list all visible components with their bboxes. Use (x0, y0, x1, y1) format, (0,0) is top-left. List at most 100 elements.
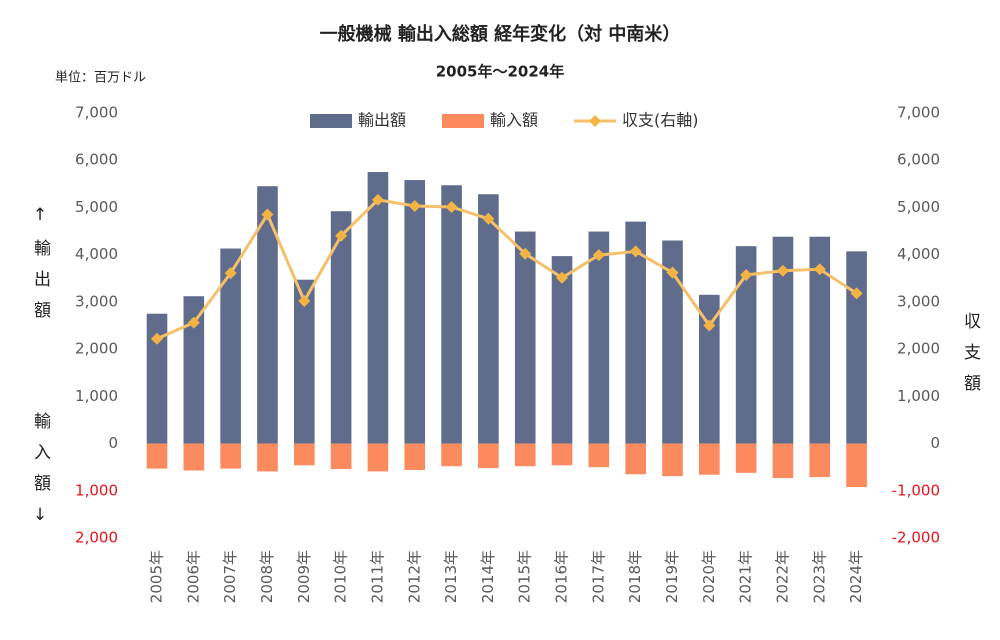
legend-item: 輸出額 (310, 111, 406, 130)
bar (846, 443, 867, 487)
x-tick-label: 2023年 (810, 550, 828, 603)
bar (699, 294, 720, 444)
x-tick-label: 2010年 (332, 550, 350, 603)
legend-label: 輸入額 (490, 111, 538, 130)
bar (735, 246, 757, 444)
bar (330, 211, 352, 444)
bar (846, 251, 867, 444)
x-tick-label: 2021年 (737, 550, 755, 603)
y2-tick-label: 3,000 (897, 292, 940, 310)
y2-tick-label: 6,000 (897, 151, 940, 169)
y2-tick-label: -1,000 (892, 481, 940, 499)
bar (293, 443, 315, 466)
bar (478, 443, 499, 469)
bar (514, 443, 536, 467)
legend-item: 収支(右軸) (574, 111, 699, 130)
x-tick-label: 2018年 (626, 550, 644, 603)
x-tick-label: 2012年 (405, 550, 423, 603)
x-tick-label: 2020年 (700, 550, 718, 603)
marker (813, 263, 826, 276)
y-tick-label: 3,000 (75, 292, 118, 310)
x-tick-label: 2011年 (368, 550, 386, 603)
unit-label: 単位：百万ドル (55, 70, 146, 86)
bar (146, 313, 168, 444)
marker (592, 249, 605, 262)
x-tick-label: 2014年 (479, 550, 497, 603)
bar (662, 443, 683, 477)
legend-marker (589, 115, 602, 127)
bar (220, 443, 241, 469)
x-tick-label: 2013年 (442, 550, 460, 603)
bar (367, 443, 389, 472)
marker (482, 212, 495, 225)
legend-swatch (442, 114, 485, 128)
x-tick-label: 2022年 (773, 550, 791, 603)
bar (257, 443, 278, 472)
bar (441, 443, 462, 467)
legend-swatch (310, 114, 352, 128)
x-tick-label: 2015年 (516, 550, 534, 603)
bar (735, 443, 757, 473)
bar (183, 443, 205, 471)
marker (445, 200, 458, 213)
bar (257, 186, 278, 444)
y2-axis-label: 収支額 (960, 312, 980, 405)
y2-tick-label: 5,000 (897, 198, 940, 216)
x-tick-label: 2008年 (258, 550, 276, 603)
bar (404, 443, 426, 470)
legend-item: 輸入額 (442, 111, 538, 130)
y2-tick-label: 0 (930, 434, 940, 452)
y-tick-label: 0 (108, 434, 118, 452)
bar (588, 443, 610, 468)
bar (404, 180, 426, 444)
legend-label: 輸出額 (358, 111, 406, 130)
marker (151, 332, 164, 345)
bar (551, 443, 573, 466)
bar (330, 443, 352, 470)
marker (519, 247, 532, 260)
bar (293, 279, 315, 444)
chart-title: 一般機械 輸出入総額 経年変化（対 中南米） (320, 23, 681, 45)
x-tick-label: 2009年 (295, 550, 313, 603)
bar (588, 231, 610, 444)
y-tick-label: 1,000 (75, 387, 118, 405)
y2-tick-label: 4,000 (897, 245, 940, 263)
y2-tick-label: 7,000 (897, 104, 940, 122)
y-tick-label: 6,000 (75, 151, 118, 169)
x-tick-label: 2017年 (589, 550, 607, 603)
y-tick-label: 7,000 (75, 104, 118, 122)
marker (224, 267, 237, 280)
bar (772, 443, 794, 479)
bar (441, 185, 462, 444)
legend-label: 収支(右軸) (622, 111, 699, 130)
x-tick-label: 2019年 (663, 550, 681, 603)
marker (261, 208, 274, 221)
line (156, 198, 858, 341)
x-tick-label: 2024年 (847, 550, 865, 603)
marker (666, 266, 679, 279)
x-tick-label: 2005年 (148, 550, 166, 603)
marker (703, 319, 716, 332)
bar (809, 443, 831, 478)
x-tick-label: 2006年 (184, 550, 202, 603)
y2-tick-label: -2,000 (892, 529, 940, 547)
x-tick-label: 2016年 (553, 550, 571, 603)
bar (662, 240, 683, 444)
bar (367, 172, 389, 444)
marker (298, 294, 311, 307)
marker (408, 200, 421, 213)
y-tick-label: 4,000 (75, 245, 118, 263)
y-tick-label: 2,000 (75, 529, 118, 547)
bar (625, 221, 646, 444)
marker (850, 287, 863, 300)
bar (551, 256, 573, 444)
bar (514, 231, 536, 444)
bar (772, 236, 794, 444)
bar (809, 236, 831, 444)
x-tick-label: 2007年 (221, 550, 239, 603)
bar (183, 296, 205, 444)
y-tick-label: 5,000 (75, 198, 118, 216)
marker (629, 245, 642, 258)
